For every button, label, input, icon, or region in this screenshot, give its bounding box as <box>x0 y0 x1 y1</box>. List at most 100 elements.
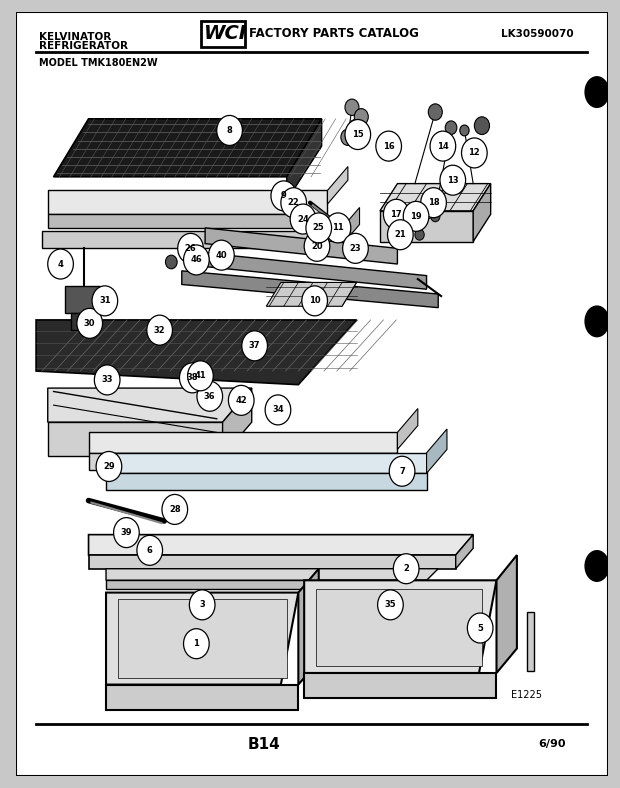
Polygon shape <box>327 166 348 204</box>
Circle shape <box>474 117 490 135</box>
Circle shape <box>440 165 466 195</box>
Circle shape <box>388 220 413 250</box>
Text: 1: 1 <box>193 639 199 649</box>
Text: 28: 28 <box>169 505 180 514</box>
Text: 2: 2 <box>403 564 409 573</box>
Circle shape <box>271 181 296 211</box>
Circle shape <box>184 245 209 275</box>
Polygon shape <box>267 282 356 307</box>
Text: REFRIGERATOR: REFRIGERATOR <box>39 41 128 51</box>
Text: 12: 12 <box>469 148 481 158</box>
Circle shape <box>166 255 177 269</box>
Text: 16: 16 <box>383 142 394 151</box>
Text: 36: 36 <box>204 392 216 401</box>
Circle shape <box>343 233 368 263</box>
Circle shape <box>94 365 120 395</box>
Text: 42: 42 <box>236 396 247 405</box>
Polygon shape <box>527 611 534 671</box>
Text: 29: 29 <box>103 462 115 471</box>
Circle shape <box>302 286 327 316</box>
Polygon shape <box>89 555 456 569</box>
Text: B14: B14 <box>248 737 281 752</box>
Polygon shape <box>118 600 286 678</box>
Text: 37: 37 <box>249 341 260 351</box>
Text: 23: 23 <box>350 243 361 253</box>
Circle shape <box>461 138 487 168</box>
Polygon shape <box>304 580 497 673</box>
Circle shape <box>345 99 359 116</box>
Text: 17: 17 <box>391 210 402 219</box>
Circle shape <box>383 199 409 229</box>
Circle shape <box>189 590 215 620</box>
Text: 34: 34 <box>272 405 284 414</box>
Text: 10: 10 <box>309 296 321 305</box>
Text: 39: 39 <box>121 528 132 537</box>
Polygon shape <box>106 685 298 710</box>
Circle shape <box>348 120 363 136</box>
Polygon shape <box>223 388 252 456</box>
Circle shape <box>113 518 140 548</box>
Polygon shape <box>473 184 490 242</box>
Polygon shape <box>42 232 339 248</box>
Polygon shape <box>193 252 427 289</box>
Polygon shape <box>89 433 397 453</box>
Circle shape <box>393 554 419 584</box>
Circle shape <box>184 629 209 659</box>
Text: 31: 31 <box>99 296 110 305</box>
Text: 32: 32 <box>154 325 166 335</box>
Circle shape <box>421 188 446 217</box>
Circle shape <box>217 116 242 146</box>
Polygon shape <box>427 429 447 474</box>
Polygon shape <box>89 453 397 470</box>
Text: 18: 18 <box>428 199 440 207</box>
Polygon shape <box>182 271 438 307</box>
Polygon shape <box>380 184 490 211</box>
Polygon shape <box>339 207 360 248</box>
Circle shape <box>325 213 351 243</box>
Circle shape <box>179 362 205 393</box>
Polygon shape <box>106 453 427 474</box>
Circle shape <box>376 131 402 161</box>
Circle shape <box>430 131 456 161</box>
Text: 21: 21 <box>394 230 406 240</box>
Text: 11: 11 <box>332 224 344 232</box>
Circle shape <box>306 213 332 243</box>
Polygon shape <box>48 422 223 456</box>
Circle shape <box>188 361 213 391</box>
Text: 8: 8 <box>227 126 232 135</box>
Circle shape <box>585 306 609 336</box>
Polygon shape <box>48 388 252 422</box>
Polygon shape <box>298 569 319 685</box>
Circle shape <box>460 125 469 136</box>
Circle shape <box>304 232 330 262</box>
Text: 6: 6 <box>147 546 153 555</box>
Circle shape <box>77 308 102 338</box>
Circle shape <box>242 331 267 361</box>
Text: 33: 33 <box>102 375 113 385</box>
Circle shape <box>389 456 415 486</box>
Text: 20: 20 <box>311 242 323 251</box>
Circle shape <box>162 494 188 525</box>
Polygon shape <box>106 593 298 685</box>
Circle shape <box>415 229 424 240</box>
Polygon shape <box>106 569 438 580</box>
Polygon shape <box>53 119 322 177</box>
Text: 7: 7 <box>399 466 405 476</box>
Circle shape <box>431 211 440 221</box>
Text: 41: 41 <box>195 371 206 381</box>
Text: 14: 14 <box>437 142 449 151</box>
Text: LK30590070: LK30590070 <box>501 29 574 39</box>
Polygon shape <box>397 408 418 449</box>
Circle shape <box>403 201 429 232</box>
Polygon shape <box>304 673 497 698</box>
Circle shape <box>378 590 403 620</box>
Circle shape <box>208 240 234 270</box>
Text: 15: 15 <box>352 130 364 139</box>
Polygon shape <box>316 589 482 666</box>
Text: 3: 3 <box>199 600 205 609</box>
Circle shape <box>147 315 172 345</box>
Circle shape <box>96 452 122 481</box>
Circle shape <box>178 233 203 263</box>
Text: 22: 22 <box>288 199 299 207</box>
Text: 5: 5 <box>477 623 483 633</box>
